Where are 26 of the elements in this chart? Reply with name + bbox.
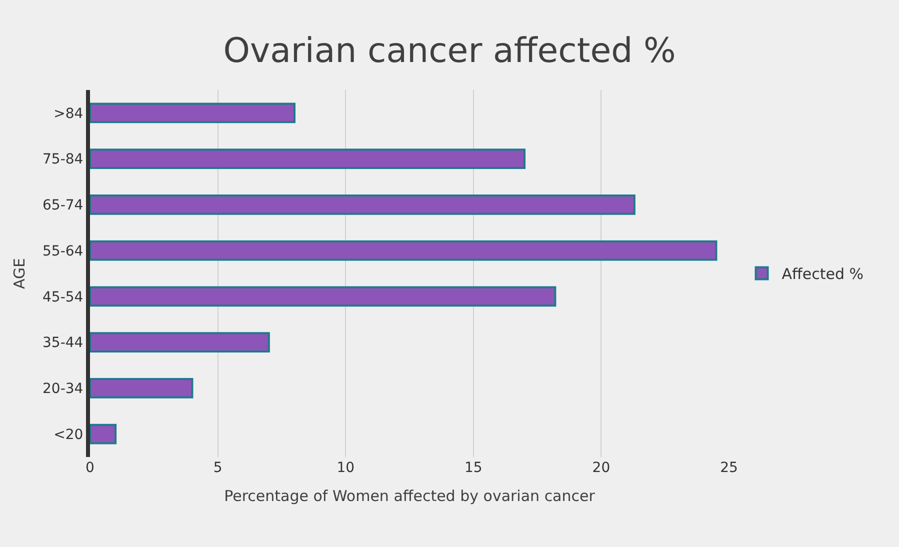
x-tick-label: 15 bbox=[464, 460, 482, 476]
x-tick-label: 25 bbox=[720, 460, 738, 476]
bar bbox=[90, 378, 194, 398]
bar bbox=[90, 148, 526, 169]
bar bbox=[90, 424, 117, 444]
legend-label: Affected % bbox=[782, 265, 864, 284]
y-tick-label: 20-34 bbox=[42, 381, 84, 398]
y-tick-label: 75-84 bbox=[42, 152, 84, 168]
bar bbox=[90, 332, 270, 352]
bar bbox=[90, 194, 636, 215]
y-tick-label: >84 bbox=[54, 106, 84, 122]
y-tick-label: 35-44 bbox=[42, 335, 84, 352]
chart-title: Ovarian cancer affected % bbox=[223, 31, 676, 72]
y-axis-title: AGE bbox=[10, 258, 28, 290]
y-tick-label: <20 bbox=[54, 426, 84, 443]
bar bbox=[90, 240, 718, 261]
y-tick-label: 55-64 bbox=[42, 243, 84, 260]
x-tick-label: 5 bbox=[213, 460, 222, 476]
x-tick-label: 20 bbox=[592, 460, 610, 476]
x-tick-label: 10 bbox=[336, 460, 355, 476]
bar bbox=[90, 102, 296, 124]
x-tick-label: 0 bbox=[86, 460, 94, 476]
x-axis-title: Percentage of Women affected by ovarian cancer bbox=[224, 487, 596, 505]
y-tick-label: 45-54 bbox=[42, 289, 84, 306]
y-tick-label: 65-74 bbox=[42, 198, 84, 214]
bar bbox=[90, 286, 556, 307]
